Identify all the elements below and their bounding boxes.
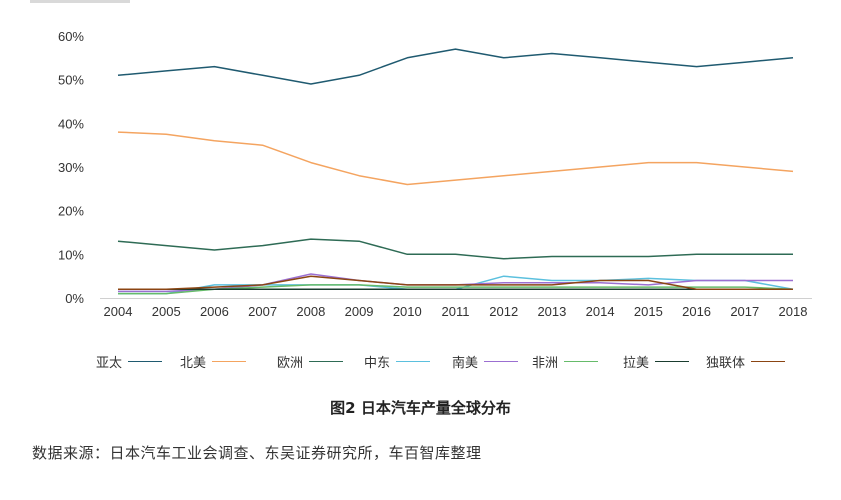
x-axis-ticks: 2004 2005 2006 2007 2008 2009 2010 2011 2012 2013… — [104, 304, 808, 319]
legend-label: 南美 — [452, 356, 479, 371]
series-line — [117, 238, 793, 260]
x-tick-label: 2013 — [537, 304, 566, 319]
legend-label: 拉美 — [623, 356, 650, 371]
y-axis-ticks: 0% 10% 20% 30% 40% 50% 60% — [58, 29, 84, 306]
x-tick-label: 2012 — [489, 304, 518, 319]
legend-item: 中东 — [364, 352, 431, 371]
legend-swatch — [309, 361, 344, 362]
x-tick-label: 2007 — [248, 304, 277, 319]
x-tick-label: 2006 — [200, 304, 229, 319]
legend-label: 北美 — [180, 356, 207, 371]
series-line — [117, 131, 794, 186]
x-tick-label: 2015 — [634, 304, 663, 319]
legend-swatch — [212, 361, 247, 362]
legend-item: 南美 — [452, 352, 519, 371]
legend-swatch — [128, 361, 163, 362]
top-divider — [30, 0, 130, 3]
legend-swatch — [396, 361, 431, 362]
y-tick-label: 20% — [58, 204, 84, 219]
legend-swatch — [655, 361, 690, 362]
legend-label: 中东 — [364, 356, 391, 371]
y-tick-label: 10% — [58, 247, 84, 262]
x-tick-label: 2005 — [152, 304, 181, 319]
x-tick-label: 2010 — [393, 304, 422, 319]
legend-swatch — [564, 361, 599, 362]
legend-label: 独联体 — [706, 356, 746, 371]
chart-series — [117, 48, 794, 295]
x-tick-label: 2016 — [682, 304, 711, 319]
legend-item: 亚太 — [96, 352, 163, 371]
legend-swatch — [484, 361, 519, 362]
x-tick-label: 2014 — [586, 304, 615, 319]
legend-item: 非洲 — [532, 352, 599, 371]
source-note: 数据来源：日本汽车工业会调查、东吴证券研究所，车百智库整理 — [32, 444, 482, 462]
legend-label: 非洲 — [532, 356, 559, 371]
legend-label: 亚太 — [96, 356, 123, 371]
y-tick-label: 0% — [65, 291, 84, 306]
chart-legend: 亚太 北美 欧洲 中东 南美 非洲 拉美 独联体 — [96, 352, 796, 374]
y-tick-label: 30% — [58, 160, 84, 175]
x-tick-label: 2009 — [345, 304, 374, 319]
x-tick-label: 2018 — [779, 304, 808, 319]
x-tick-label: 2017 — [730, 304, 759, 319]
series-line — [118, 275, 793, 291]
legend-item: 北美 — [180, 352, 247, 371]
legend-swatch — [751, 361, 786, 362]
legend-item: 独联体 — [706, 352, 786, 371]
legend-label: 欧洲 — [277, 356, 304, 371]
y-tick-label: 40% — [58, 116, 84, 131]
x-tick-label: 2004 — [104, 304, 133, 319]
x-tick-label: 2011 — [442, 304, 470, 319]
series-line — [117, 48, 794, 85]
line-chart: 0%10%20%30%40%50%60% 2004 2005 2006 2007 200… — [58, 29, 812, 319]
y-tick-label: 50% — [58, 73, 84, 88]
legend-item: 欧洲 — [277, 352, 344, 371]
x-tick-label: 2008 — [296, 304, 325, 319]
figure-caption: 图2 日本汽车产量全球分布 — [330, 399, 511, 417]
legend-item: 拉美 — [623, 352, 690, 371]
y-tick-label: 60% — [58, 29, 84, 44]
